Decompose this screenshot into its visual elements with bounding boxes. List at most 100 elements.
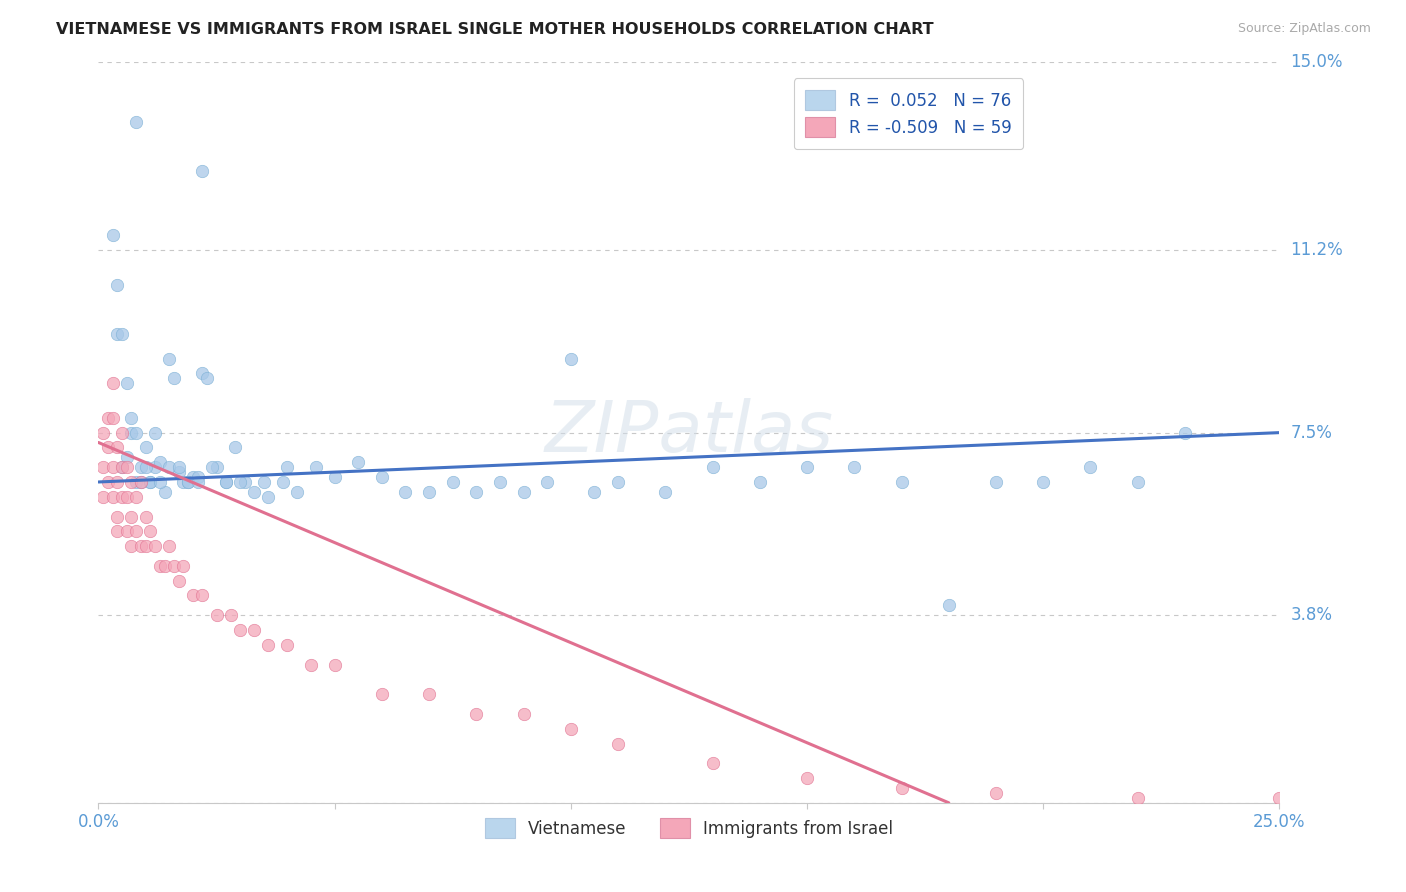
Point xyxy=(187,475,209,489)
Point xyxy=(121,425,143,440)
Point xyxy=(125,114,148,128)
Point xyxy=(323,470,346,484)
Point xyxy=(796,460,818,475)
Point xyxy=(129,475,152,489)
Point xyxy=(111,460,134,475)
Point xyxy=(181,589,204,603)
Point xyxy=(121,509,143,524)
Point xyxy=(105,509,128,524)
Point xyxy=(201,460,224,475)
Point xyxy=(181,470,204,484)
Point xyxy=(135,441,157,455)
Point xyxy=(149,455,172,469)
Point xyxy=(323,657,346,672)
Text: Source: ZipAtlas.com: Source: ZipAtlas.com xyxy=(1237,22,1371,36)
Point xyxy=(111,326,134,341)
Point xyxy=(233,475,256,489)
Point xyxy=(219,608,242,623)
Point xyxy=(253,475,276,489)
Point xyxy=(187,470,209,484)
Point xyxy=(257,638,280,652)
Point xyxy=(177,475,200,489)
Point xyxy=(441,475,464,489)
Point xyxy=(105,475,128,489)
Point xyxy=(167,574,190,588)
Point xyxy=(139,524,162,539)
Point xyxy=(243,484,266,499)
Point xyxy=(347,455,370,469)
Point xyxy=(91,425,114,440)
Point xyxy=(215,475,238,489)
Point xyxy=(115,524,138,539)
Point xyxy=(702,756,724,771)
Point xyxy=(748,475,770,489)
Point xyxy=(271,475,294,489)
Point xyxy=(97,475,120,489)
Text: 15.0%: 15.0% xyxy=(1291,54,1343,71)
Point xyxy=(139,475,162,489)
Point xyxy=(125,490,148,504)
Point xyxy=(654,484,676,499)
Point xyxy=(143,460,166,475)
Point xyxy=(167,465,190,479)
Point xyxy=(890,780,912,795)
Point xyxy=(139,475,162,489)
Point xyxy=(890,475,912,489)
Point xyxy=(115,460,138,475)
Point xyxy=(143,425,166,440)
Point xyxy=(91,490,114,504)
Point xyxy=(135,460,157,475)
Point xyxy=(371,470,394,484)
Text: ZIPatlas: ZIPatlas xyxy=(544,398,834,467)
Point xyxy=(1032,475,1054,489)
Point xyxy=(172,558,194,573)
Point xyxy=(215,475,238,489)
Point xyxy=(1174,425,1197,440)
Point xyxy=(101,460,124,475)
Point xyxy=(121,475,143,489)
Point xyxy=(702,460,724,475)
Point xyxy=(1126,790,1149,805)
Point xyxy=(149,475,172,489)
Point xyxy=(796,771,818,785)
Text: VIETNAMESE VS IMMIGRANTS FROM ISRAEL SINGLE MOTHER HOUSEHOLDS CORRELATION CHART: VIETNAMESE VS IMMIGRANTS FROM ISRAEL SIN… xyxy=(56,22,934,37)
Point xyxy=(135,539,157,553)
Text: 11.2%: 11.2% xyxy=(1291,241,1343,259)
Point xyxy=(276,638,298,652)
Point xyxy=(418,484,440,499)
Text: 7.5%: 7.5% xyxy=(1291,424,1333,442)
Point xyxy=(607,475,630,489)
Point xyxy=(394,484,416,499)
Point xyxy=(371,687,394,701)
Point xyxy=(149,558,172,573)
Point xyxy=(607,737,630,751)
Point xyxy=(125,475,148,489)
Text: 3.8%: 3.8% xyxy=(1291,607,1333,624)
Point xyxy=(465,706,488,721)
Point xyxy=(583,484,606,499)
Point xyxy=(205,608,228,623)
Point xyxy=(115,490,138,504)
Point xyxy=(129,475,152,489)
Point xyxy=(101,376,124,391)
Point xyxy=(465,484,488,499)
Point xyxy=(418,687,440,701)
Point xyxy=(512,484,534,499)
Point xyxy=(135,509,157,524)
Point xyxy=(177,475,200,489)
Point xyxy=(195,371,218,385)
Legend: Vietnamese, Immigrants from Israel: Vietnamese, Immigrants from Israel xyxy=(472,806,905,850)
Point xyxy=(101,490,124,504)
Point xyxy=(125,425,148,440)
Point xyxy=(111,490,134,504)
Point xyxy=(163,558,186,573)
Point xyxy=(191,367,214,381)
Point xyxy=(125,524,148,539)
Point xyxy=(129,539,152,553)
Point xyxy=(191,589,214,603)
Point xyxy=(305,460,328,475)
Point xyxy=(111,460,134,475)
Point xyxy=(111,425,134,440)
Point xyxy=(105,441,128,455)
Point xyxy=(157,460,180,475)
